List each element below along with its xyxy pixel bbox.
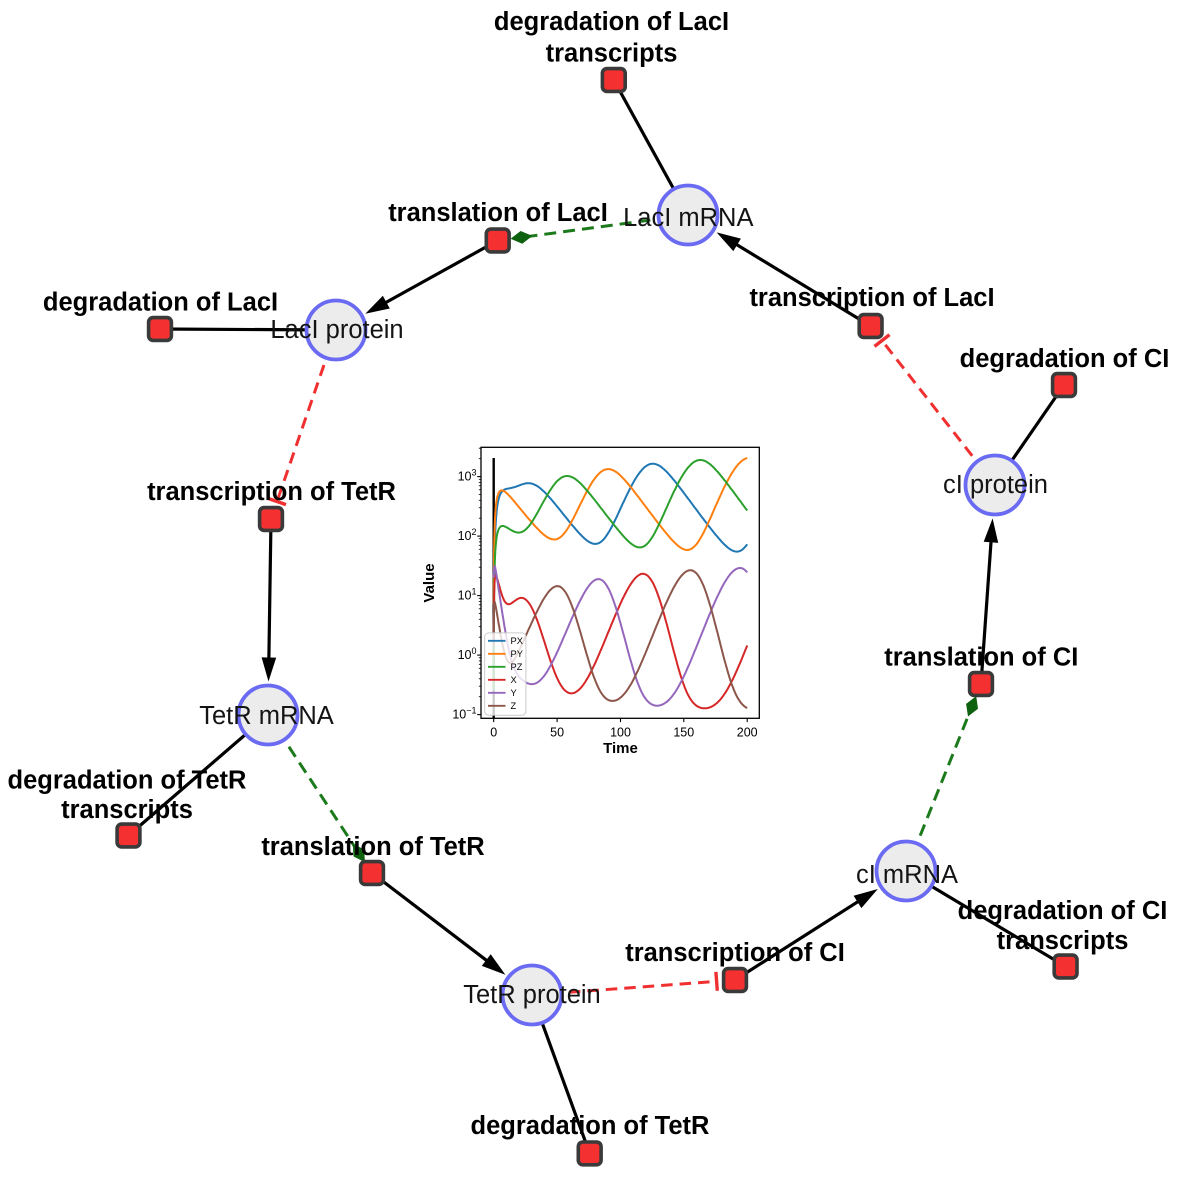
svg-text:Y: Y bbox=[511, 688, 517, 698]
svg-text:Value: Value bbox=[421, 563, 438, 602]
svg-text:Time: Time bbox=[603, 740, 638, 757]
svg-text:transcription of CI: transcription of CI bbox=[625, 939, 845, 967]
svg-text:0: 0 bbox=[490, 726, 497, 740]
svg-text:101: 101 bbox=[458, 587, 477, 603]
svg-text:degradation of TetR: degradation of TetR bbox=[471, 1112, 710, 1140]
svg-text:100: 100 bbox=[458, 646, 477, 662]
svg-text:degradation of LacI: degradation of LacI bbox=[43, 289, 278, 317]
svg-text:degradation of TetR: degradation of TetR bbox=[8, 767, 247, 795]
svg-text:degradation of LacI: degradation of LacI bbox=[494, 8, 729, 36]
svg-text:LacI protein: LacI protein bbox=[270, 316, 403, 344]
svg-text:150: 150 bbox=[673, 726, 694, 740]
svg-text:50: 50 bbox=[550, 726, 564, 740]
svg-text:transcripts: transcripts bbox=[61, 796, 193, 824]
svg-text:cI protein: cI protein bbox=[943, 471, 1048, 499]
svg-text:transcription of TetR: transcription of TetR bbox=[147, 478, 396, 506]
svg-text:degradation of CI: degradation of CI bbox=[958, 897, 1168, 925]
svg-text:PX: PX bbox=[511, 636, 523, 646]
svg-text:200: 200 bbox=[737, 726, 758, 740]
svg-text:10−1: 10−1 bbox=[452, 706, 476, 722]
svg-text:transcription of LacI: transcription of LacI bbox=[749, 284, 994, 312]
svg-text:TetR protein: TetR protein bbox=[463, 981, 601, 1009]
svg-text:Z: Z bbox=[511, 701, 517, 711]
svg-text:cI mRNA: cI mRNA bbox=[856, 861, 958, 889]
svg-text:102: 102 bbox=[458, 527, 477, 543]
svg-text:103: 103 bbox=[458, 468, 477, 484]
svg-text:transcripts: transcripts bbox=[997, 927, 1129, 955]
svg-text:PY: PY bbox=[511, 649, 523, 659]
svg-text:X: X bbox=[511, 675, 517, 685]
svg-text:translation of CI: translation of CI bbox=[884, 644, 1078, 672]
svg-text:TetR mRNA: TetR mRNA bbox=[199, 702, 334, 730]
svg-text:degradation of CI: degradation of CI bbox=[960, 345, 1170, 373]
svg-text:translation of LacI: translation of LacI bbox=[388, 199, 608, 227]
svg-text:LacI mRNA: LacI mRNA bbox=[623, 204, 753, 232]
svg-text:100: 100 bbox=[610, 726, 631, 740]
svg-text:translation of TetR: translation of TetR bbox=[261, 833, 484, 861]
svg-text:PZ: PZ bbox=[511, 662, 523, 672]
svg-text:transcripts: transcripts bbox=[546, 40, 678, 68]
